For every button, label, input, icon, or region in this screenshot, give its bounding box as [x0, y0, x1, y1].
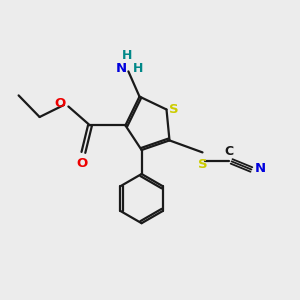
- Text: S: S: [169, 103, 179, 116]
- Text: H: H: [133, 62, 143, 76]
- Text: N: N: [254, 161, 266, 175]
- Text: S: S: [198, 158, 207, 171]
- Text: N: N: [116, 62, 127, 76]
- Text: O: O: [76, 157, 88, 170]
- Text: C: C: [224, 145, 233, 158]
- Text: O: O: [55, 97, 66, 110]
- Text: H: H: [122, 49, 132, 62]
